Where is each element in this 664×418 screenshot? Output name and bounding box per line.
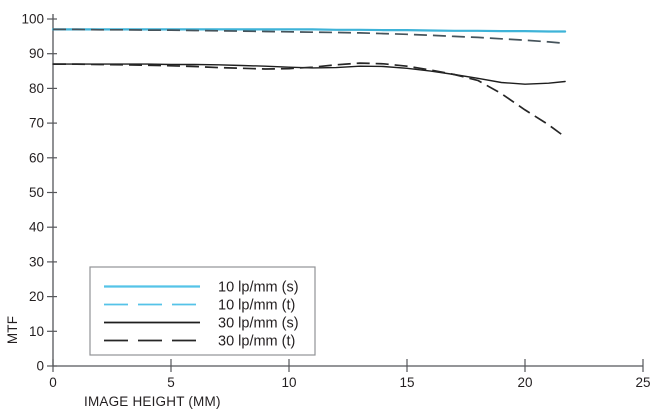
y-tick-label: 100 bbox=[21, 12, 44, 27]
y-tick-label: 0 bbox=[36, 359, 44, 374]
series-line-10-lp-mm-t bbox=[53, 28, 566, 45]
x-tick-label: 10 bbox=[281, 375, 296, 390]
y-tick-label: 30 bbox=[29, 254, 44, 269]
legend-label-30-lp-mm-s: 30 lp/mm (s) bbox=[218, 316, 299, 332]
y-tick-label: 50 bbox=[29, 185, 44, 200]
y-tick-label: 60 bbox=[29, 150, 44, 165]
x-tick-label: 15 bbox=[399, 375, 414, 390]
legend-label-30-lp-mm-t: 30 lp/mm (t) bbox=[218, 334, 295, 350]
series-line-30-lp-mm-t bbox=[53, 62, 566, 138]
x-tick-label: 5 bbox=[167, 375, 175, 390]
y-tick-label: 40 bbox=[29, 220, 44, 235]
legend-label-10-lp-mm-t: 10 lp/mm (t) bbox=[218, 298, 295, 314]
y-tick-label: 90 bbox=[29, 46, 44, 61]
y-tick-label: 80 bbox=[29, 81, 44, 96]
x-tick-label: 0 bbox=[49, 375, 57, 390]
y-tick-label: 70 bbox=[29, 116, 44, 131]
x-tick-label: 20 bbox=[517, 375, 532, 390]
x-axis-title: IMAGE HEIGHT (MM) bbox=[84, 394, 221, 409]
legend-label-10-lp-mm-s: 10 lp/mm (s) bbox=[218, 280, 299, 296]
y-tick-label: 10 bbox=[29, 324, 44, 339]
x-tick-label: 25 bbox=[635, 375, 650, 390]
y-axis-title: MTF bbox=[5, 315, 20, 345]
y-tick-label: 20 bbox=[29, 289, 44, 304]
